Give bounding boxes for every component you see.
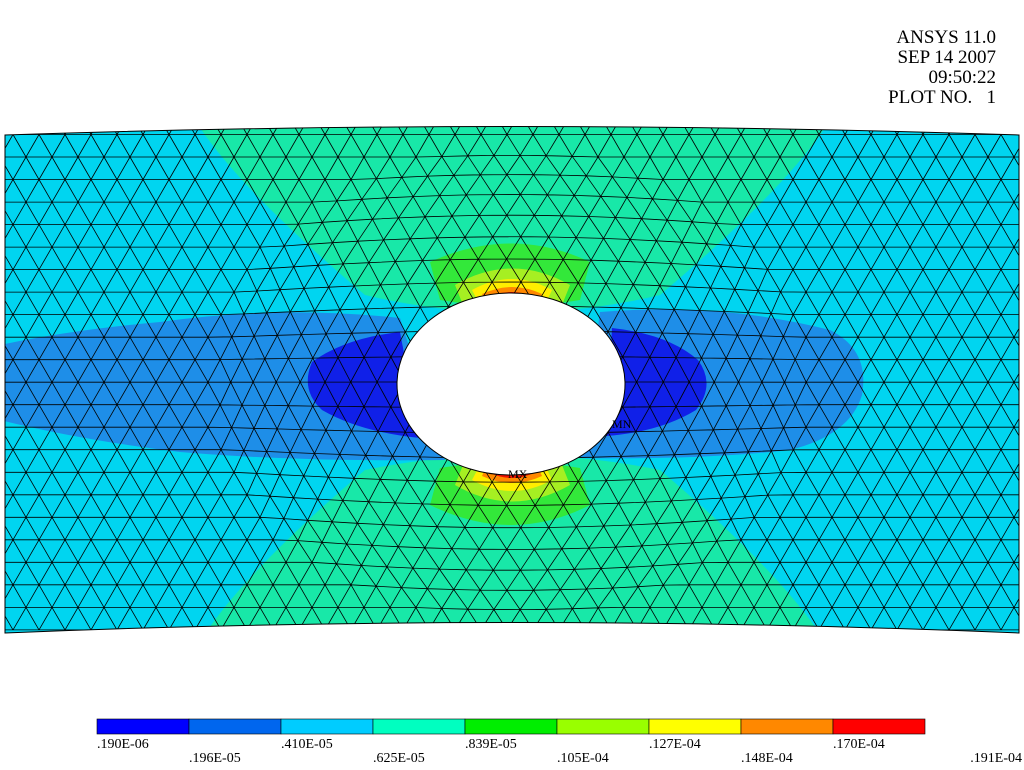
legend-label-3: .625E-05 — [373, 751, 425, 766]
plot-number: PLOT NO. 1 — [888, 87, 996, 108]
legend-swatch-3 — [372, 718, 466, 735]
software-version: ANSYS 11.0 — [896, 27, 996, 48]
tension-zone-bottom-outer — [195, 455, 830, 633]
center-hole — [396, 292, 626, 476]
legend-label-6: .127E-04 — [649, 737, 701, 752]
legend-label-2: .410E-05 — [281, 737, 333, 752]
legend-swatch-1 — [188, 718, 282, 735]
element-mesh — [5, 126, 1019, 631]
legend-swatch-0 — [96, 718, 190, 735]
legend-swatch-4 — [464, 718, 558, 735]
plot-date: SEP 14 2007 — [897, 47, 996, 68]
plot-time: 09:50:22 — [928, 67, 996, 88]
legend-label-4: .839E-05 — [465, 737, 517, 752]
mesh-lines — [5, 126, 1019, 631]
legend-label-9: .191E-04 — [970, 751, 1022, 766]
legend-swatch-6 — [648, 718, 742, 735]
legend-swatches — [96, 718, 926, 735]
max-marker-label: MX — [508, 467, 528, 481]
legend-label-8: .170E-04 — [833, 737, 885, 752]
legend-swatch-5 — [556, 718, 650, 735]
legend-swatch-2 — [280, 718, 374, 735]
legend-labels: .190E-06 .196E-05 .410E-05 .625E-05 .839E-05… — [97, 737, 1022, 766]
legend-swatch-7 — [740, 718, 834, 735]
legend-label-5: .105E-04 — [557, 751, 609, 766]
plot-info-block: ANSYS 11.0 SEP 14 2007 09:50:22 PLOT NO.… — [888, 28, 996, 108]
plate-outline — [4, 126, 1020, 634]
legend-label-0: .190E-06 — [97, 737, 149, 752]
min-marker-label: MN — [612, 417, 632, 431]
legend-swatch-8 — [832, 718, 926, 735]
legend-label-7: .148E-04 — [741, 751, 793, 766]
legend-label-1: .196E-05 — [189, 751, 241, 766]
